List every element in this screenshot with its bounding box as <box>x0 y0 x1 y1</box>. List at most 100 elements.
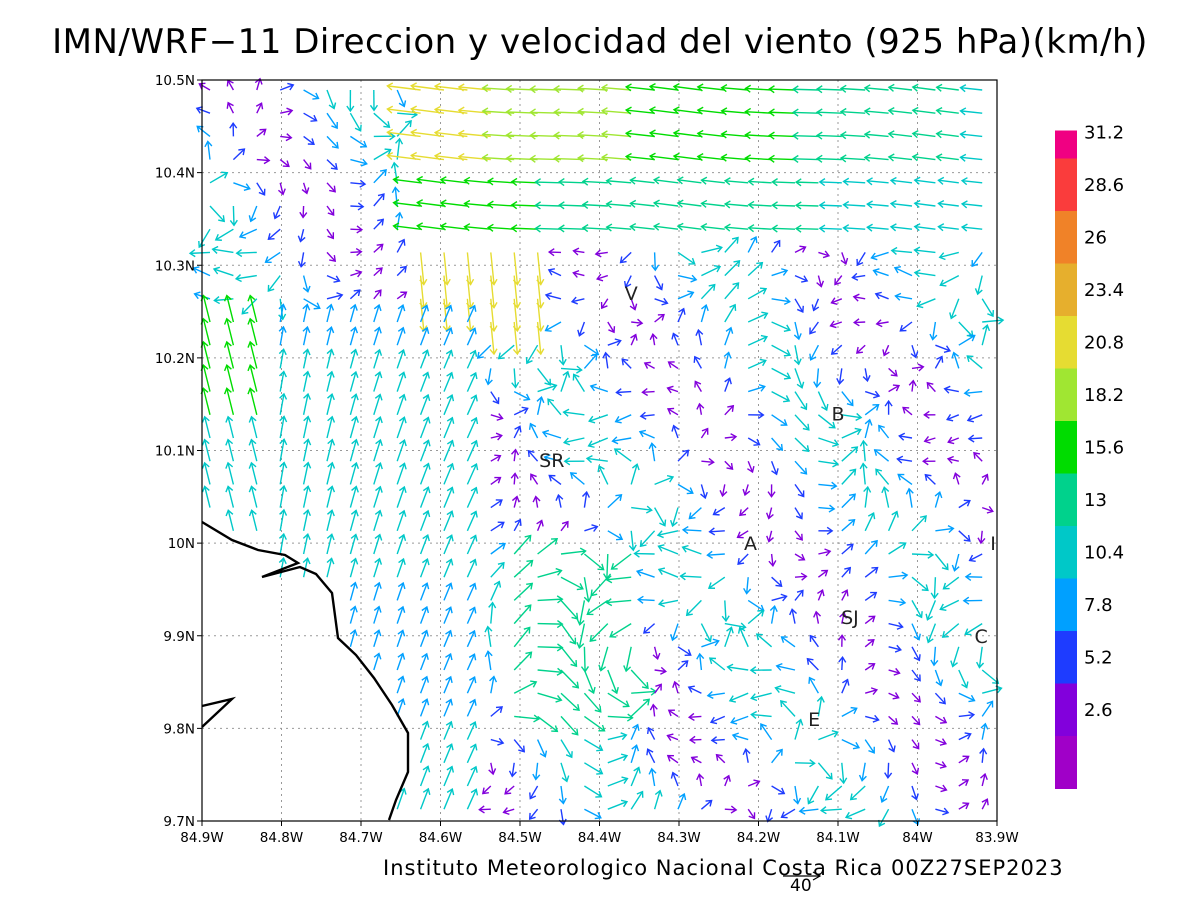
wind-vector <box>700 428 709 439</box>
wind-vector-head <box>723 177 731 186</box>
wind-vector-head <box>846 399 854 407</box>
wind-vector <box>968 437 983 440</box>
wind-vector <box>818 483 837 487</box>
wind-vector <box>911 646 920 661</box>
wind-vector-head <box>624 129 632 138</box>
wind-vector-head <box>724 377 732 385</box>
wind-vector <box>326 159 338 170</box>
wind-vector-head <box>706 690 714 700</box>
wind-vector-head <box>614 416 622 424</box>
wind-vector-head <box>935 106 943 116</box>
wind-vector <box>209 172 228 184</box>
wind-vector-head <box>421 720 430 728</box>
wind-vector <box>349 629 356 647</box>
wind-vector <box>573 250 585 254</box>
wind-vector-head <box>611 686 619 695</box>
wind-vector <box>841 543 854 555</box>
wind-vector-head <box>807 797 815 805</box>
wind-vector <box>583 646 586 672</box>
wind-vector-head <box>489 348 498 356</box>
wind-vector-head <box>720 153 728 162</box>
wind-vector <box>794 460 807 475</box>
wind-vector-head <box>911 793 919 801</box>
wind-vector <box>935 738 947 745</box>
wind-vector <box>419 394 429 416</box>
wind-vector <box>642 390 655 393</box>
wind-vector <box>417 201 445 207</box>
wind-vector <box>981 325 988 346</box>
wind-vector-head <box>398 509 407 517</box>
wind-vector-head <box>757 410 765 420</box>
wind-vector-head <box>913 199 921 208</box>
wind-vector-head <box>888 745 896 753</box>
wind-vector <box>888 542 907 555</box>
wind-vector-head <box>392 175 400 185</box>
wind-vectors <box>188 77 1005 828</box>
wind-vector-head <box>457 83 465 92</box>
wind-vector <box>326 274 340 282</box>
wind-vector-head <box>585 455 593 464</box>
wind-vector <box>626 86 655 91</box>
wind-vector-head <box>374 393 383 401</box>
wind-vector <box>672 333 679 346</box>
wind-vector-head <box>666 754 674 762</box>
wind-vector <box>935 762 947 768</box>
wind-vector <box>443 743 453 764</box>
wind-vector-head <box>615 388 623 397</box>
wind-vector <box>697 132 725 138</box>
wind-vector-head <box>350 348 359 356</box>
wind-vector-head <box>247 363 256 372</box>
y-tick-label: 9.9N <box>163 629 195 645</box>
wind-vector <box>796 181 819 184</box>
wind-vector <box>819 227 842 230</box>
wind-vector <box>658 545 679 555</box>
wind-vector <box>578 87 608 91</box>
wind-vector <box>396 486 405 508</box>
wind-vector-head <box>596 744 604 752</box>
wind-vector <box>560 521 569 532</box>
wind-vector-head <box>590 353 598 361</box>
wind-vector <box>213 268 234 277</box>
wind-vector-head <box>854 427 862 436</box>
wind-vector <box>794 590 804 601</box>
wind-vector-head <box>672 106 680 115</box>
wind-vector <box>911 623 920 640</box>
wind-vector-head <box>881 486 890 494</box>
wind-vector <box>953 352 960 369</box>
wind-vector-head <box>852 318 860 327</box>
wind-vector <box>279 298 284 320</box>
wind-vector <box>396 558 405 578</box>
wind-vector <box>349 416 357 439</box>
wind-vector-head <box>416 222 424 231</box>
wind-vector-head <box>621 776 629 784</box>
wind-vector <box>326 416 333 439</box>
wind-vector-head <box>649 703 658 711</box>
wind-vector <box>419 510 429 532</box>
wind-vector <box>373 558 381 578</box>
wind-vector <box>940 599 960 610</box>
wind-vector <box>845 808 866 819</box>
wind-vector <box>443 653 452 671</box>
wind-vector <box>667 734 679 741</box>
wind-vector <box>303 159 312 170</box>
wind-vector <box>612 437 632 442</box>
wind-vector <box>490 275 495 308</box>
coastline <box>201 520 410 821</box>
wind-vector <box>817 88 842 91</box>
wind-vector-head <box>329 254 337 263</box>
wind-vector <box>725 180 749 184</box>
wind-vector <box>888 599 906 604</box>
colorbar-swatch <box>1055 526 1077 579</box>
wind-vector-head <box>605 200 613 209</box>
wind-vector <box>794 575 807 578</box>
wind-vector-head <box>369 104 379 112</box>
wind-vector <box>513 560 533 578</box>
wind-vector <box>396 788 405 810</box>
wind-vector <box>326 349 333 369</box>
wind-vector <box>711 738 725 742</box>
wind-vector-head <box>768 154 775 163</box>
wind-vector <box>944 388 959 393</box>
wind-vector-head <box>572 704 580 711</box>
wind-vector <box>821 808 842 812</box>
wind-vector-head <box>672 152 680 161</box>
